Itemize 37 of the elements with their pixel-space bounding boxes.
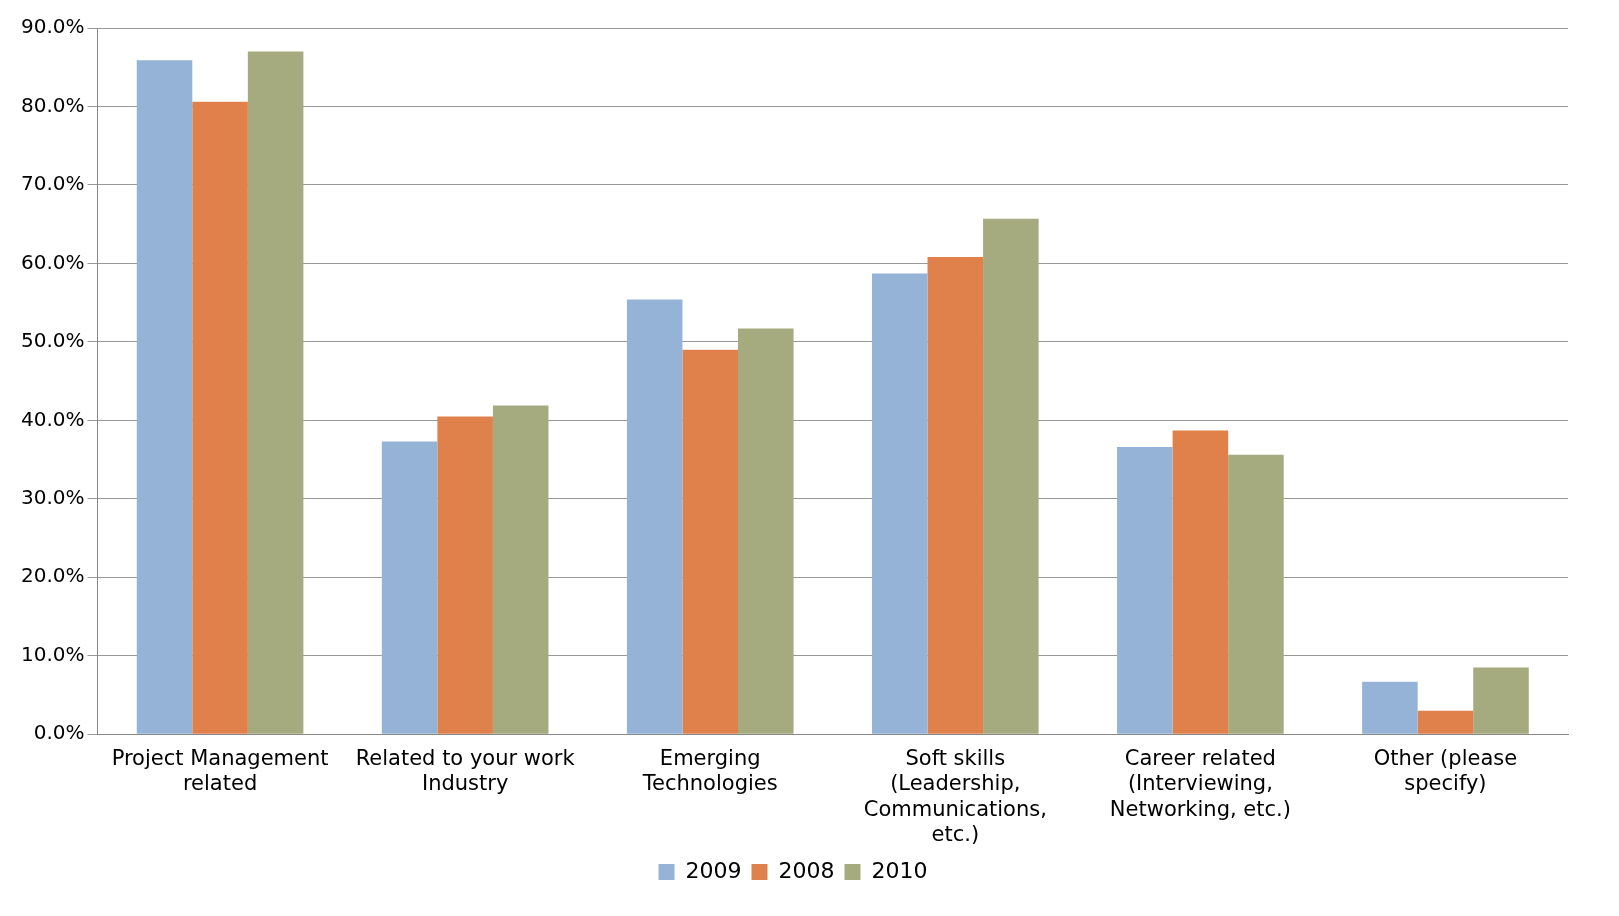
bar — [682, 349, 738, 734]
bar — [1117, 447, 1173, 734]
x-tick-label: Career related (Interviewing, Networking, etc.) — [1109, 746, 1291, 821]
x-tick-label: Emerging Technologies — [641, 746, 778, 796]
x-tick-label: Related to your work Industry — [355, 746, 576, 796]
y-tick-label: 30.0% — [20, 485, 85, 509]
bar — [1362, 681, 1418, 734]
x-tick-label: Other (please specify) — [1373, 746, 1518, 796]
legend-label: 2009 — [685, 857, 742, 883]
x-tick-label: Soft skills (Leadership, Communications, etc.) — [863, 746, 1047, 846]
bar — [381, 441, 438, 734]
bar — [927, 257, 984, 734]
bar — [738, 328, 794, 734]
y-tick-label: 0.0% — [33, 720, 85, 745]
y-tick-label: 50.0% — [20, 328, 85, 353]
x-tick-label: Project Management related — [111, 746, 329, 796]
legend-label: 2008 — [778, 857, 835, 883]
y-tick-label: 80.0% — [20, 92, 85, 117]
y-tick-label: 70.0% — [20, 171, 85, 196]
bar — [871, 273, 928, 734]
y-tick-label: 20.0% — [20, 563, 85, 588]
y-tick-label: 10.0% — [20, 641, 85, 666]
bar — [1172, 430, 1229, 734]
legend-label: 2010 — [871, 857, 928, 883]
y-tick-label: 40.0% — [20, 406, 85, 431]
y-tick-label: 90.0% — [20, 14, 85, 39]
bar — [492, 405, 549, 734]
bar — [983, 218, 1039, 734]
bar — [192, 101, 248, 734]
bar — [437, 416, 493, 734]
bar — [247, 51, 304, 734]
bar — [626, 299, 683, 734]
bar — [1473, 667, 1529, 734]
y-tick-label: 60.0% — [20, 249, 85, 274]
bar — [1417, 710, 1474, 734]
bar — [1228, 454, 1284, 734]
bar — [136, 60, 193, 734]
